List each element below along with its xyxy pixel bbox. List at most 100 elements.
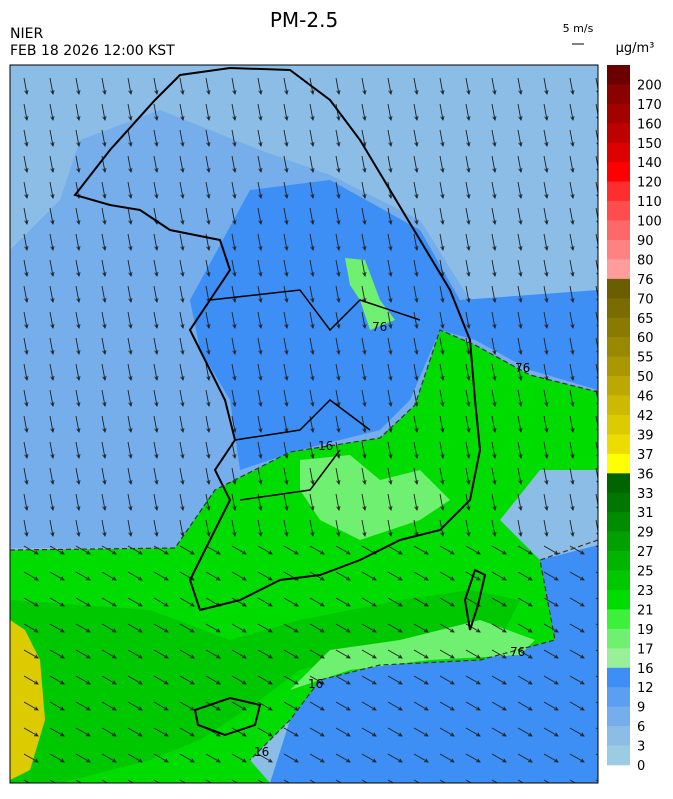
wind-arrow [179, 233, 185, 252]
wind-arrow [517, 727, 533, 737]
wind-arrow [309, 129, 315, 148]
colorbar-swatch [607, 65, 630, 85]
wind-arrow [465, 727, 481, 737]
wind-arrow [257, 77, 263, 96]
timestamp: FEB 18 2026 12:00 KST [10, 43, 175, 59]
wind-arrow [491, 259, 497, 278]
wind-arrow [569, 363, 575, 382]
wind-arrow [283, 311, 289, 330]
wind-arrow [543, 701, 559, 711]
colorbar-swatch [607, 395, 630, 416]
wind-arrow [413, 103, 419, 122]
wind-arrow [283, 389, 289, 408]
wind-arrow [309, 285, 315, 304]
wind-arrow [309, 181, 315, 200]
wind-arrow [569, 545, 585, 555]
wind-arrow [387, 467, 393, 486]
wind-arrow [23, 259, 29, 278]
wind-arrow [101, 77, 107, 96]
wind-arrow [543, 233, 549, 252]
wind-arrow [231, 779, 239, 783]
wind-arrow [283, 129, 289, 148]
colorbar-swatch [607, 512, 630, 532]
wind-arrow [257, 753, 273, 763]
wind-arrow [153, 259, 159, 278]
wind-arrow [283, 259, 289, 278]
wind-arrow [283, 649, 299, 659]
wind-arrow [387, 103, 393, 122]
wind-arrow [465, 753, 481, 763]
map-frame [9, 64, 599, 784]
wind-arrow [127, 77, 133, 96]
wind-arrow [465, 389, 471, 408]
wind-arrow [387, 311, 393, 330]
wind-arrow [49, 77, 55, 96]
wind-arrow [127, 519, 133, 538]
colorbar-swatch [607, 240, 630, 260]
wind-arrow [75, 415, 81, 434]
wind-arrow [179, 441, 185, 460]
colorbar-label: 31 [637, 506, 654, 521]
wind-arrow [517, 337, 523, 356]
wind-arrow [153, 129, 159, 148]
wind-arrow [75, 129, 81, 148]
wind-arrow [543, 389, 549, 408]
colorbar-label: 6 [637, 720, 645, 735]
wind-arrow [49, 129, 55, 148]
wind-arrow [413, 311, 419, 330]
wind-arrow [101, 649, 117, 659]
wind-arrow [335, 181, 341, 200]
wind-arrow [335, 129, 341, 148]
wind-arrow [335, 571, 351, 581]
wind-arrow [465, 545, 481, 555]
wind-arrow [23, 311, 29, 330]
wind-arrow [491, 181, 497, 200]
wind-arrow [179, 493, 185, 512]
wind-arrow [205, 753, 221, 763]
wind-arrow [465, 311, 471, 330]
title: PM-2.5 [270, 8, 338, 32]
wind-arrow [49, 181, 55, 200]
wind-arrow [569, 285, 575, 304]
wind-arrow [543, 519, 549, 538]
wind-arrow [283, 233, 289, 252]
colorbar-swatch [607, 181, 630, 202]
wind-arrow [205, 675, 221, 685]
wind-arrow [543, 311, 549, 330]
contour-line [10, 329, 598, 761]
wind-arrow [543, 363, 549, 382]
wind-arrow [569, 337, 575, 356]
wind-arrow [361, 597, 377, 607]
colorbar-label: 9 [637, 701, 645, 716]
wind-arrow [49, 233, 55, 252]
wind-arrow [231, 337, 237, 356]
wind-arrow [491, 701, 507, 711]
wind-arrow [309, 597, 325, 607]
wind-arrow [257, 623, 273, 633]
wind-arrow [231, 753, 247, 763]
wind-arrow [491, 493, 497, 512]
wind-arrow [179, 415, 185, 434]
wind-arrow [517, 259, 523, 278]
wind-arrow [413, 701, 429, 711]
wind-arrow [153, 181, 159, 200]
wind-arrow [413, 779, 421, 783]
wind-arrow [335, 207, 341, 226]
wind-arrow [517, 545, 533, 555]
wind-arrow [439, 155, 445, 174]
wind-arrow [517, 77, 523, 96]
wind-arrow [75, 441, 81, 460]
wind-arrow [101, 441, 107, 460]
wind-arrow [49, 259, 55, 278]
wind-arrow [231, 259, 237, 278]
wind-arrow [205, 311, 211, 330]
wind-arrow [361, 779, 369, 783]
wind-arrow [23, 441, 29, 460]
wind-arrow [491, 77, 497, 96]
wind-arrow [153, 727, 169, 737]
wind-arrow [257, 597, 273, 607]
wind-arrow [517, 233, 523, 252]
wind-arrow [361, 233, 367, 252]
wind-arrow [361, 493, 367, 512]
wind-arrow [23, 363, 29, 382]
